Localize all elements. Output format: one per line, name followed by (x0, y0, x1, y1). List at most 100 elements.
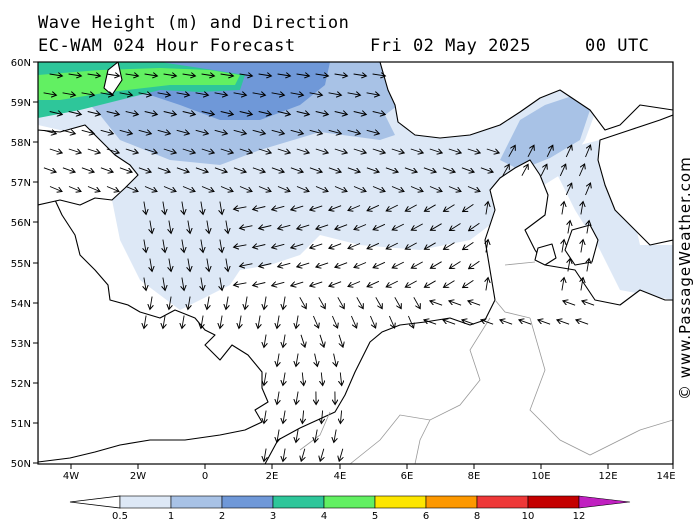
wave-arrow (386, 280, 399, 287)
wave-arrow (581, 202, 583, 215)
wave-arrow (220, 112, 234, 115)
wave-arrow (348, 281, 361, 287)
legend-swatch (476, 495, 529, 509)
wave-arrow (226, 220, 228, 234)
wave-arrow (234, 207, 247, 209)
lon-label: 4E (334, 471, 347, 482)
credit-text: © www.PassageWeather.com (676, 156, 694, 400)
wave-arrow (144, 112, 158, 115)
wave-arrow (299, 297, 306, 308)
wave-arrow (373, 261, 386, 267)
wave-arrow (405, 204, 417, 211)
wave-arrow (176, 93, 190, 95)
legend-low-triangle (69, 495, 121, 509)
wave-arrow (329, 205, 342, 211)
wave-arrow (277, 74, 291, 76)
wave-arrow (138, 167, 151, 172)
wave-arrow (366, 167, 379, 172)
wave-arrow (259, 264, 272, 267)
wave-arrow (277, 353, 279, 367)
wave-arrow (43, 93, 57, 95)
wave-arrow (334, 186, 347, 192)
wave-arrow (353, 148, 366, 153)
wave-arrow (463, 204, 474, 211)
wave-arrow (329, 243, 342, 249)
lon-label: 8E (468, 471, 481, 482)
wave-arrow (125, 74, 139, 76)
wave-arrow (119, 93, 133, 95)
wave-arrow (568, 221, 570, 234)
wave-arrow (462, 320, 475, 325)
wave-arrow (565, 183, 571, 196)
wave-arrow (258, 186, 271, 192)
sweden (597, 114, 673, 246)
wave-arrow (429, 148, 442, 153)
wave-arrow (321, 372, 322, 386)
wave-arrow (296, 429, 298, 443)
wave-arrow (271, 167, 284, 172)
wave-arrow (87, 186, 100, 192)
legend-swatch (272, 495, 325, 509)
wave-arrow (337, 297, 344, 308)
lon-label: 12E (598, 471, 617, 482)
wave-arrow (296, 74, 310, 76)
wave-arrow (411, 261, 423, 268)
wave-arrow (182, 201, 184, 215)
wave-arrow (297, 225, 310, 229)
wave-arrow (587, 221, 589, 234)
legend-swatch (374, 495, 427, 509)
lon-label: 10E (531, 471, 550, 482)
wave-arrow (444, 242, 455, 250)
lon-label: 6E (401, 471, 414, 482)
wave-arrow (169, 220, 171, 234)
wave-arrow (302, 372, 303, 386)
wave-arrow (348, 243, 361, 249)
wave-arrow (321, 410, 322, 424)
wave-arrow (302, 410, 303, 424)
wave-arrow (81, 130, 95, 133)
wave-arrow (283, 296, 285, 310)
wave-arrow (347, 167, 360, 172)
wave-arrow (290, 167, 303, 172)
wave-arrow (328, 93, 342, 95)
title-line-2: EC-WAM 024 Hour Forecast (38, 36, 296, 56)
wave-arrow (195, 130, 209, 133)
wave-arrow (508, 145, 515, 157)
wave-arrow (259, 226, 272, 229)
wave-arrow (277, 148, 290, 153)
wave-arrow (214, 93, 228, 95)
wave-arrow (201, 112, 215, 115)
wave-arrow (467, 186, 480, 192)
legend-high-triangle (578, 495, 631, 509)
wave-arrow (100, 130, 114, 133)
wave-arrow (119, 130, 133, 133)
wave-arrow (557, 320, 570, 325)
wave-arrow (144, 74, 158, 76)
wave-arrow (201, 277, 203, 291)
wave-arrow (334, 112, 348, 115)
wave-arrow (430, 261, 442, 269)
wave-arrow (502, 164, 509, 176)
wave-arrow (353, 112, 367, 115)
wave-arrow (291, 244, 304, 248)
wave-arrow (252, 167, 265, 172)
wave-arrow (391, 148, 404, 153)
wave-arrow (283, 334, 285, 348)
wave-arrow (350, 315, 356, 328)
band-4-5 (38, 68, 240, 100)
wave-arrow (585, 145, 591, 158)
wave-arrow (319, 334, 324, 347)
wave-arrow (144, 201, 146, 215)
wave-arrow (411, 223, 423, 230)
wave-arrow (423, 167, 436, 172)
wave-arrow (290, 93, 304, 95)
wave-arrow (264, 410, 266, 424)
wave-arrow (201, 186, 214, 192)
wave-arrow (407, 315, 413, 328)
wave-arrow (62, 93, 76, 95)
legend-label: 12 (573, 511, 586, 522)
wave-arrow (163, 186, 176, 192)
wave-arrow (318, 297, 325, 308)
wave-arrow (277, 429, 279, 443)
wave-arrow (335, 262, 348, 268)
